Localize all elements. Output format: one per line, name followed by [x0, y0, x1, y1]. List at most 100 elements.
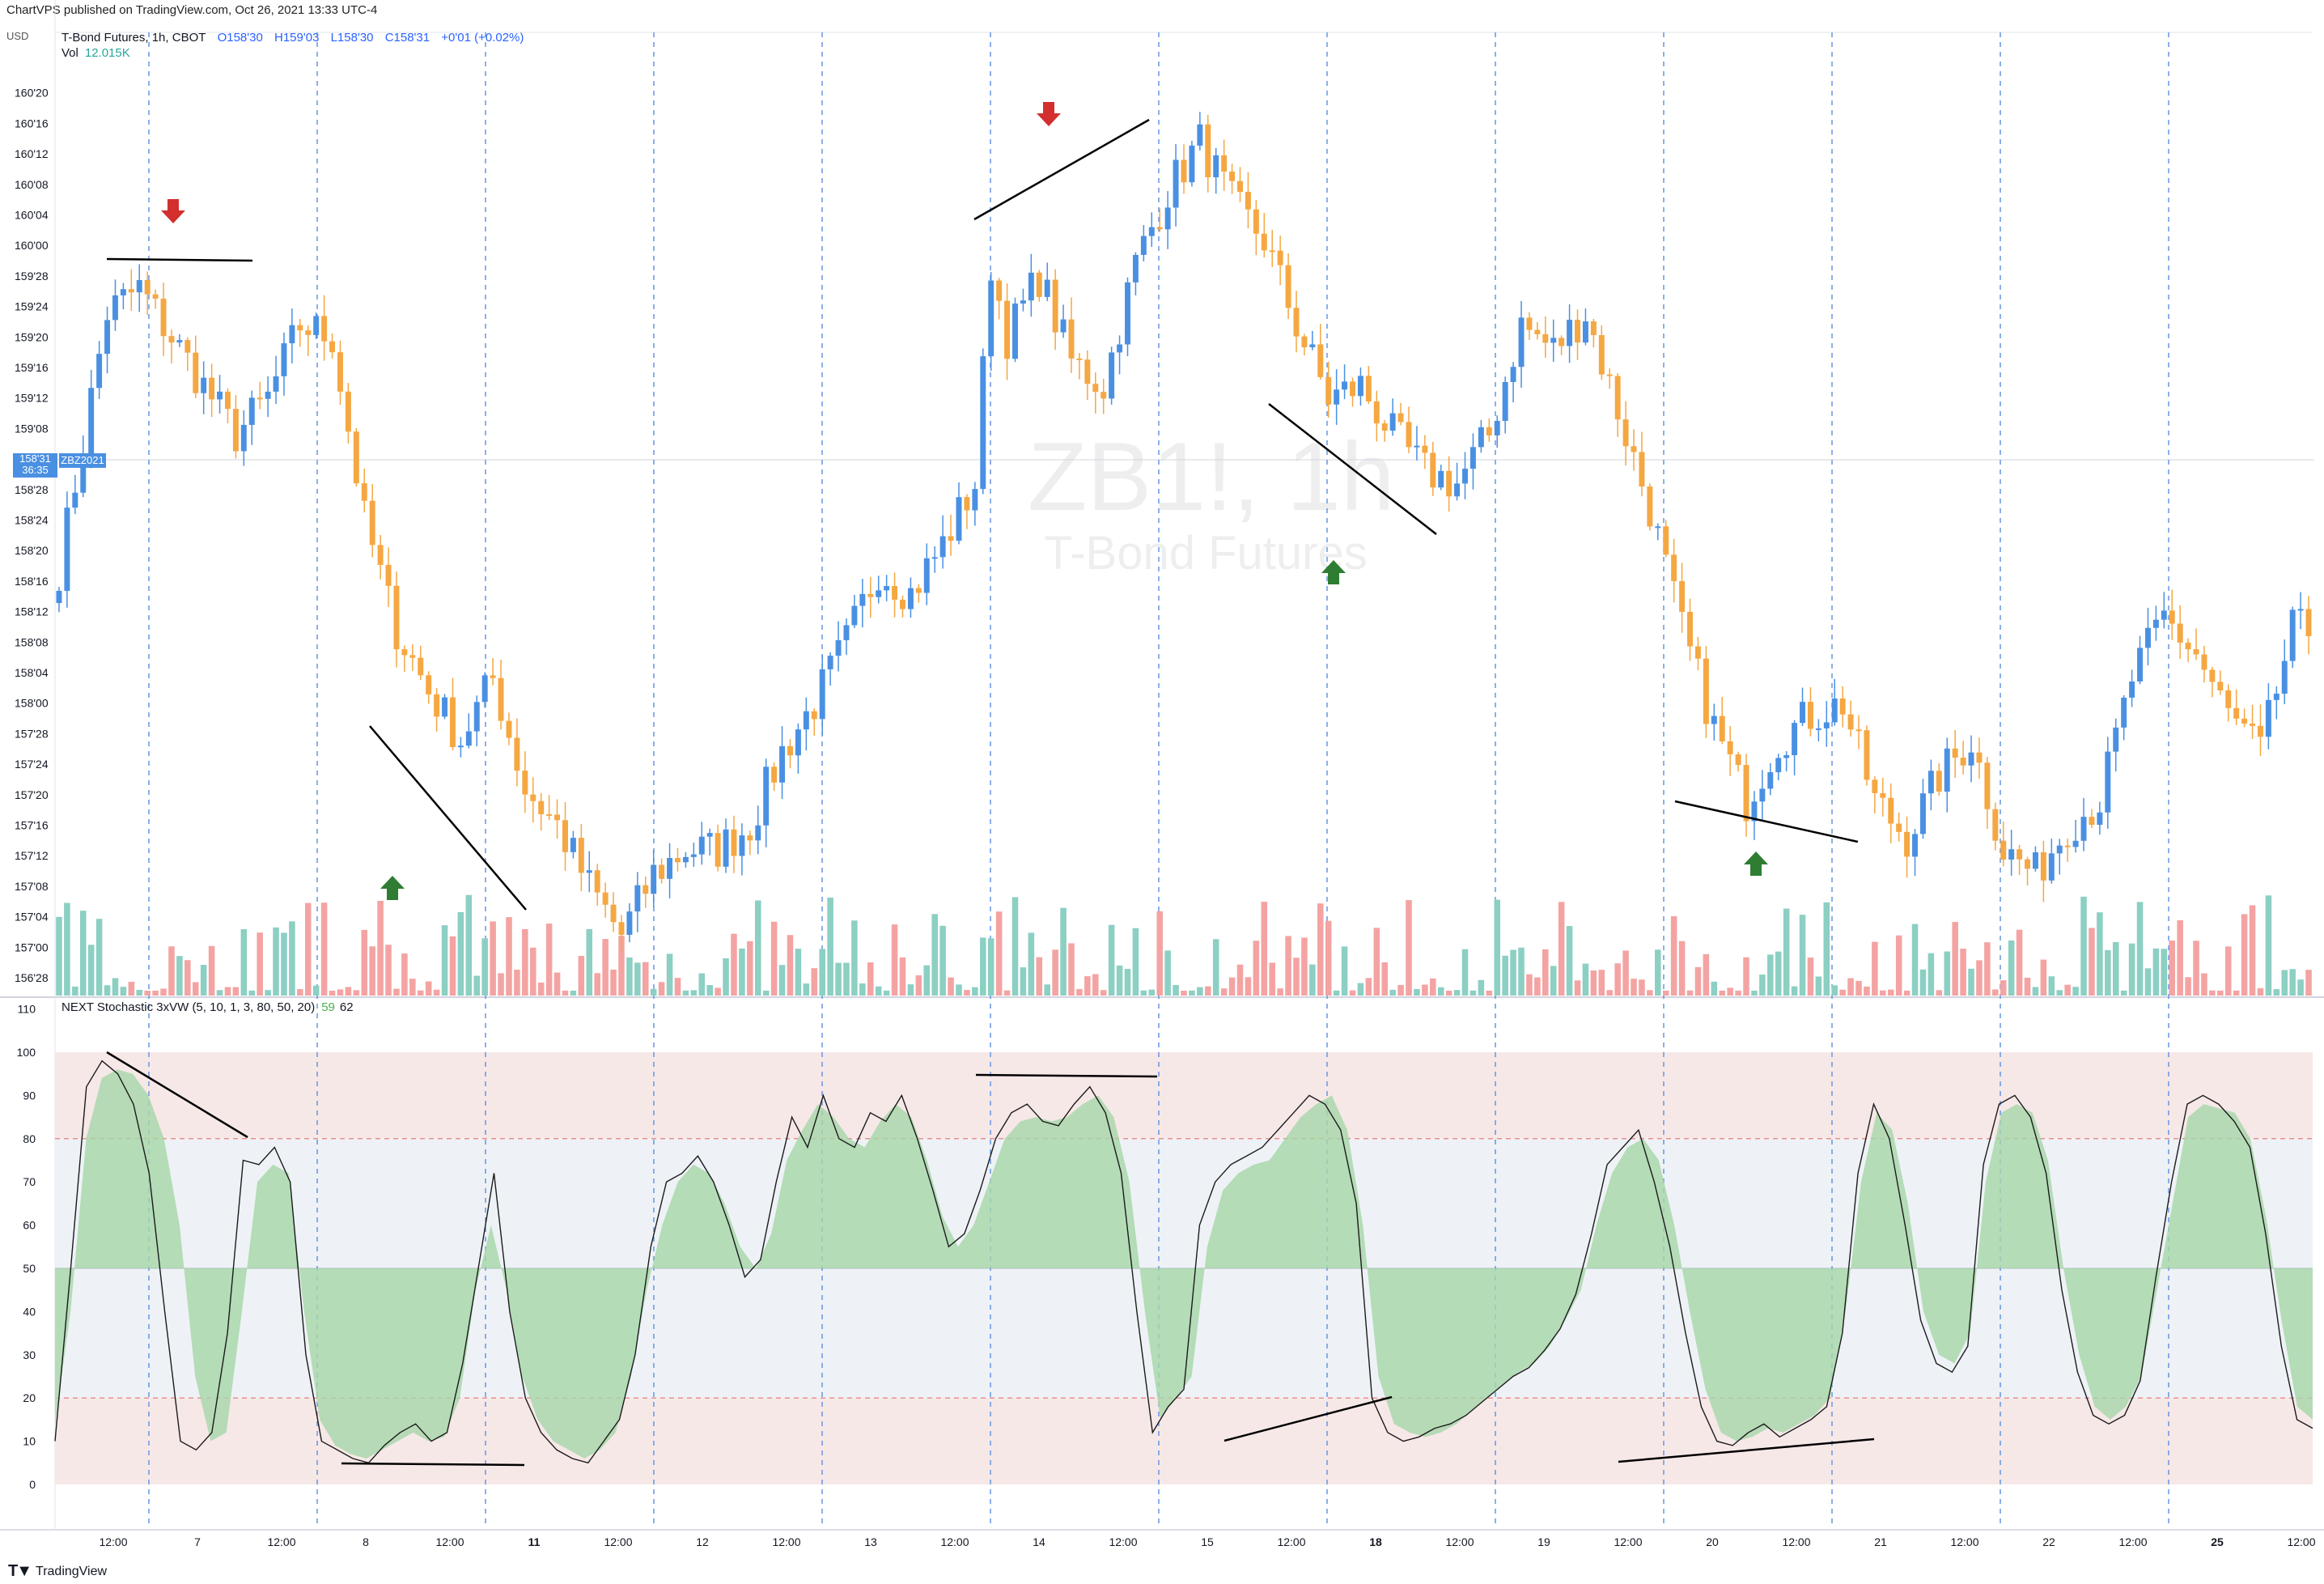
contract-tag: ZBZ2021	[59, 453, 106, 468]
candle-278	[2289, 606, 2296, 669]
volume-bar-277	[2281, 970, 2288, 996]
candle-body	[1960, 758, 1966, 766]
candle-99	[851, 594, 858, 628]
candle-body	[1783, 755, 1790, 758]
candle-body	[506, 720, 512, 738]
price-tick: 158'12	[15, 605, 49, 618]
candle-149	[1253, 199, 1259, 256]
candle-260	[2144, 607, 2151, 666]
candle-body	[1719, 716, 1725, 741]
time-tick: 12:00	[1445, 1535, 1474, 1548]
candle-163	[1365, 365, 1372, 405]
volume-value: 12.015K	[84, 46, 130, 60]
candle-34	[329, 333, 336, 359]
change-value: +0'01 (+0.02%)	[441, 31, 524, 45]
volume-bar-147	[1236, 964, 1244, 996]
candle-body	[361, 483, 367, 501]
candle-body	[232, 409, 239, 452]
candle-253	[2089, 809, 2095, 829]
volume-bar-116	[987, 938, 994, 996]
candle-body	[2025, 859, 2031, 869]
candle-51	[465, 713, 472, 749]
candle-body	[964, 497, 970, 511]
candle-152	[1277, 236, 1283, 286]
candle-225	[1864, 725, 1870, 786]
candle-84	[731, 815, 737, 873]
volume-bar-28	[281, 932, 287, 996]
symbol-legend[interactable]: T-Bond Futures, 1h, CBOT O158'30 H159'03…	[61, 31, 532, 45]
volume-bar-228	[1887, 989, 1894, 996]
volume-bar-55	[498, 973, 504, 996]
time-tick: 12:00	[1950, 1535, 1978, 1548]
candle-215	[1783, 751, 1790, 772]
volume-bar-177	[1478, 979, 1485, 996]
candle-body	[473, 702, 480, 732]
candle-237	[1960, 741, 1966, 775]
candle-92	[795, 723, 801, 774]
volume-legend[interactable]: Vol 12.015K	[61, 46, 130, 60]
volume-bar-178	[1486, 990, 1493, 996]
candle-body	[876, 590, 882, 597]
candle-128	[1084, 350, 1091, 401]
candle-110	[939, 515, 946, 569]
indicator-legend[interactable]: NEXT Stochastic 3xVW (5, 10, 1, 3, 80, 5…	[61, 1000, 354, 1014]
candle-body	[1919, 793, 1926, 834]
candle-67	[594, 864, 600, 907]
candle-226	[1872, 776, 1878, 814]
candle-body	[2209, 669, 2216, 682]
candle-200	[1663, 520, 1669, 558]
candle-body	[1567, 320, 1573, 346]
candle-189	[1575, 309, 1580, 360]
stoch-tick: 80	[23, 1132, 36, 1145]
volume-bar-62	[553, 972, 561, 996]
candle-body	[257, 397, 263, 400]
candle-79	[690, 843, 697, 867]
candle-body	[1663, 526, 1669, 555]
volume-bar-86	[747, 941, 753, 996]
volume-bar-78	[682, 990, 689, 996]
candle-58	[522, 751, 528, 813]
candle-body	[1438, 470, 1444, 488]
candle-214	[1775, 754, 1782, 781]
volume-bar-245	[2024, 977, 2031, 996]
candle-266	[2193, 628, 2199, 660]
volume-bar-46	[425, 981, 432, 996]
volume-bar-225	[1864, 986, 1870, 996]
candle-body	[329, 341, 336, 353]
volume-bar-197	[1639, 979, 1645, 996]
candle-26	[265, 376, 271, 418]
volume-bar-195	[1622, 950, 1629, 996]
candle-277	[2281, 639, 2288, 704]
stoch-tick: 0	[29, 1478, 36, 1491]
candle-body	[1743, 765, 1749, 822]
candle-body	[867, 593, 874, 597]
price-tick: 160'12	[15, 147, 49, 160]
price-tick: 158'08	[15, 635, 49, 648]
candle-227	[1880, 778, 1886, 817]
candle-192	[1598, 325, 1605, 380]
price-tick: 158'04	[15, 666, 49, 679]
arrow-down-icon	[161, 199, 185, 223]
candle-body	[2032, 852, 2038, 869]
candle-body	[931, 557, 938, 559]
candle-57	[514, 718, 520, 787]
candle-body	[1221, 155, 1228, 172]
candle-body	[1775, 758, 1782, 773]
candle-157	[1317, 324, 1324, 380]
candle-136	[1148, 212, 1155, 248]
footer-brand[interactable]: T▼ TradingView	[8, 1562, 107, 1581]
candle-body	[1671, 554, 1677, 581]
candle-22	[232, 395, 239, 459]
candle-body	[851, 605, 858, 626]
volume-bar-60	[537, 982, 545, 996]
volume-bar-73	[642, 962, 649, 996]
volume-bar-87	[754, 900, 761, 996]
candle-body	[634, 885, 641, 912]
candle-body	[345, 391, 351, 432]
candle-body	[1125, 282, 1130, 345]
volume-bar-103	[883, 990, 890, 996]
candle-185	[1542, 316, 1549, 358]
last-price: 158'31	[19, 452, 51, 465]
time-tick: 22	[2042, 1535, 2055, 1548]
